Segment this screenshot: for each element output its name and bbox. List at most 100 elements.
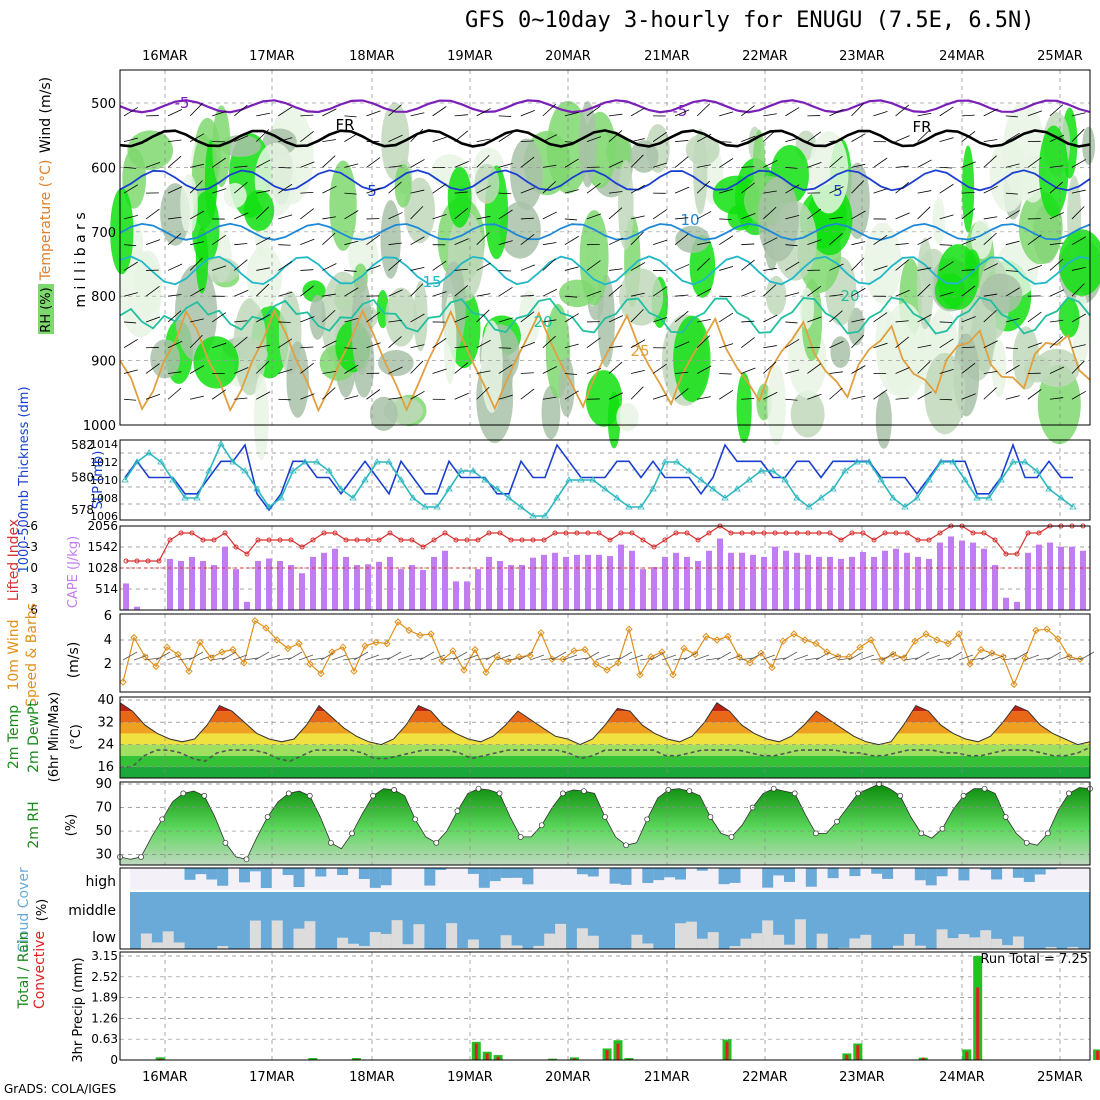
rh-tick: 50 [95, 824, 112, 839]
wind-barb [608, 392, 624, 400]
wind10-barb [529, 654, 545, 661]
slp-marker [277, 494, 285, 501]
wind-barb [652, 239, 668, 246]
low-cloud-gap [358, 946, 370, 949]
cape-bar [497, 560, 503, 610]
wind-barb [454, 268, 468, 271]
rh-marker [728, 834, 735, 840]
rh-marker [391, 787, 397, 793]
rh-patch [863, 222, 902, 304]
cape-bar [926, 558, 932, 610]
wind-barb [344, 364, 359, 374]
cape-bar [266, 558, 272, 610]
pressure-tick-label: 700 [91, 226, 116, 241]
wind-barb [1071, 344, 1086, 349]
low-cloud-gap [337, 937, 349, 949]
wind-barb [674, 388, 689, 400]
wind10-barb [969, 657, 985, 661]
wind-barb [190, 163, 204, 168]
wind10-barb [980, 651, 996, 661]
wind-barb [454, 238, 469, 246]
wind-barb [851, 318, 866, 323]
wind10-barb [815, 651, 831, 661]
li-marker [200, 537, 206, 543]
cape-bar [596, 554, 602, 610]
li-marker [365, 537, 371, 543]
rh-patch [924, 352, 966, 435]
top-date-label: 24MAR [939, 49, 985, 64]
high-cloud-bar [609, 868, 621, 884]
wind-barb [829, 216, 843, 220]
wind-barb [366, 389, 381, 400]
wind10-marker [218, 648, 226, 656]
wind10-marker [801, 636, 809, 644]
wind10-axis-label: Speed & Barbs [24, 603, 40, 707]
wind10-marker [295, 639, 303, 648]
rh-patch [546, 100, 590, 194]
wind-barb [344, 132, 359, 142]
wind-barb [1027, 389, 1042, 400]
li-marker [838, 537, 844, 543]
wind-barb [520, 140, 534, 143]
cape-bar [178, 560, 184, 610]
cape-bar [959, 540, 965, 610]
cape-bar [695, 560, 701, 610]
wind10-barb [408, 657, 424, 661]
precip-conv-bar [572, 1058, 576, 1060]
temp-band [120, 733, 1090, 745]
li-marker [805, 530, 811, 536]
wind-barb [145, 239, 161, 246]
cape-bar [530, 557, 536, 610]
wind-barb [983, 216, 998, 220]
wind-barb [300, 269, 314, 271]
wind-barb [123, 369, 138, 374]
wind10-marker [966, 660, 974, 668]
wind10-marker [328, 648, 336, 656]
wind-barb [432, 106, 447, 117]
high-cloud-bar [249, 868, 261, 872]
wind-barb [344, 192, 357, 195]
wind-barb [498, 192, 512, 195]
wind-barb [630, 184, 646, 194]
wind-barb [256, 391, 271, 400]
low-cloud-gap [784, 944, 795, 949]
wind10-barb [749, 651, 765, 661]
wind10-barb [496, 654, 512, 661]
wind-barb [388, 336, 402, 349]
cape-bar [398, 569, 404, 610]
wind-barb [520, 187, 535, 194]
wind-barb [696, 103, 711, 117]
wind-barb [851, 287, 866, 297]
isotherm-line [119, 296, 1091, 335]
wind10-barb [188, 651, 204, 661]
slp-marker [205, 467, 213, 474]
li-marker [750, 530, 756, 536]
low-cloud-gap [816, 933, 828, 949]
wind-barb [211, 234, 226, 246]
li-marker [266, 537, 272, 543]
cloud-row-label: high [85, 874, 116, 890]
slp-marker [781, 476, 789, 483]
wind-barb [432, 214, 447, 220]
wind-barb [608, 191, 623, 194]
wind-barb [1071, 266, 1086, 271]
cape-bar [640, 569, 646, 610]
slp-marker [361, 476, 369, 483]
wind-barb [630, 309, 644, 323]
wind-barb [168, 139, 182, 143]
wind-barb [211, 389, 226, 400]
precip-conv-bar [845, 1055, 849, 1060]
wind-barb [234, 367, 249, 374]
wind-barb [167, 109, 183, 117]
wind-barb [719, 373, 732, 375]
rh-marker [138, 854, 144, 860]
wind-barb [630, 138, 645, 143]
low-cloud-gap [140, 933, 152, 949]
wind-barb [917, 236, 932, 246]
slp-marker [241, 467, 249, 474]
wind10-barb [672, 657, 688, 661]
pressure-tick-label: 900 [91, 355, 116, 370]
high-cloud-bar [337, 868, 349, 876]
low-cloud-gap [631, 934, 643, 949]
wind-barb [454, 392, 469, 400]
